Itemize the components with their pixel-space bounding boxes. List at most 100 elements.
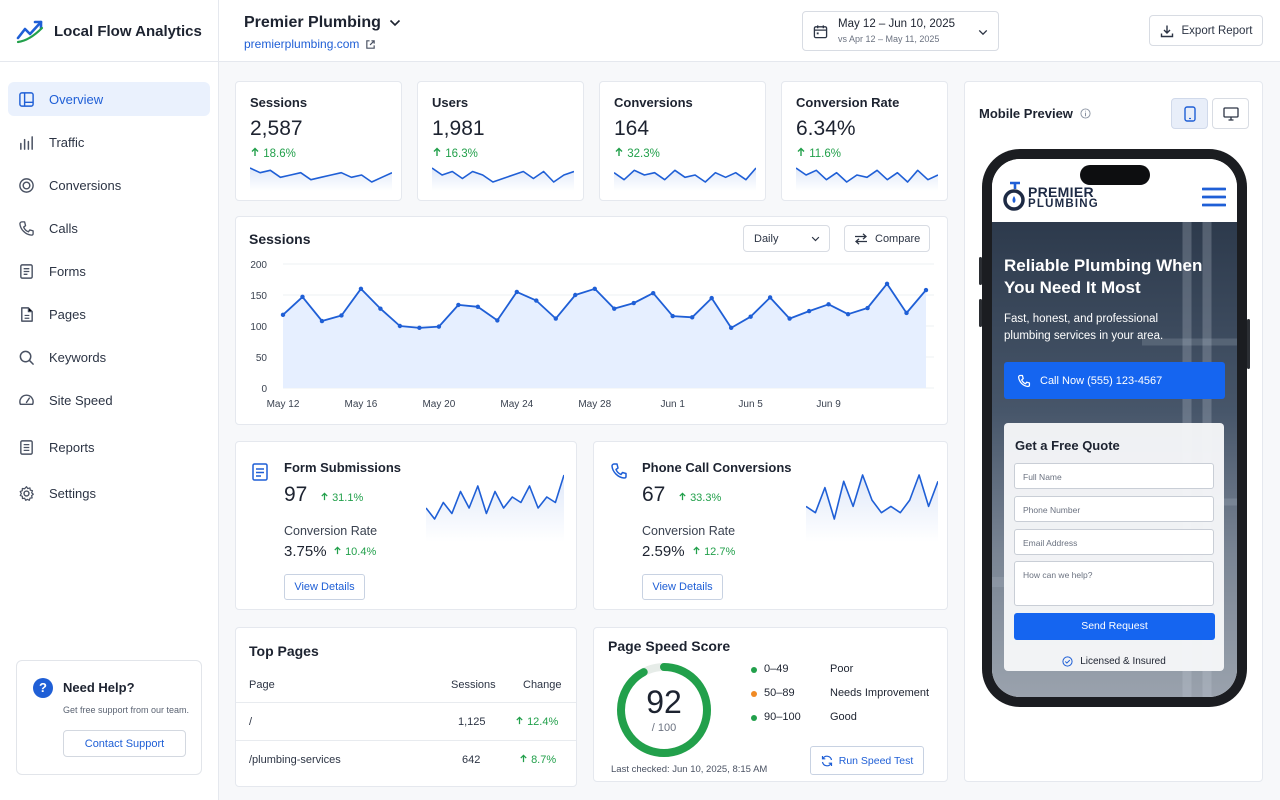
change-value: 12.7%	[704, 546, 736, 558]
sidebar-nav: Overview Traffic Conversions Calls Forms…	[8, 82, 210, 510]
phone-icon	[1017, 374, 1031, 387]
data-point[interactable]	[300, 294, 305, 300]
data-point[interactable]	[651, 290, 656, 296]
run-speed-test-button[interactable]: Run Speed Test	[810, 746, 924, 775]
data-point[interactable]	[397, 323, 403, 329]
data-point[interactable]	[358, 286, 364, 291]
export-report-button[interactable]: Export Report	[1149, 15, 1263, 46]
data-point[interactable]	[689, 315, 695, 320]
sidebar-item-traffic[interactable]: Traffic	[8, 125, 210, 159]
site-call-now-button[interactable]: Call Now (555) 123-4567	[1004, 362, 1225, 399]
sidebar-item-settings[interactable]: Settings	[8, 476, 210, 510]
kpi-value: 164	[614, 117, 650, 140]
sidebar-item-pages[interactable]: Pages	[8, 297, 210, 331]
sparkline-area	[426, 475, 564, 542]
form-view-details-button[interactable]: View Details	[284, 574, 365, 600]
data-point[interactable]	[339, 313, 344, 318]
top-pages-title: Top Pages	[249, 643, 319, 659]
compare-button[interactable]: Compare	[844, 225, 930, 252]
data-point[interactable]	[495, 318, 500, 323]
data-point[interactable]	[865, 305, 870, 311]
quote-email-input[interactable]: Email Address	[1014, 529, 1214, 555]
speed-score-max: / 100	[651, 722, 677, 734]
data-point[interactable]	[728, 325, 734, 331]
sparkline-area	[806, 475, 938, 542]
data-point[interactable]	[923, 287, 929, 293]
sidebar-item-label: Conversions	[49, 177, 122, 193]
site-logo-line2: PLUMBING	[1028, 198, 1099, 210]
sidebar-item-label: Overview	[49, 91, 104, 107]
interval-select[interactable]: Daily	[743, 225, 830, 252]
data-point[interactable]	[845, 312, 851, 317]
legend-dot	[751, 667, 757, 673]
data-point[interactable]	[417, 325, 422, 331]
sidebar-item-forms[interactable]: Forms	[8, 254, 210, 288]
download-icon	[1160, 25, 1173, 37]
calls-view-details-button[interactable]: View Details	[642, 574, 723, 600]
contact-support-button[interactable]: Contact Support	[63, 730, 186, 757]
mobile-view-toggle[interactable]	[1171, 98, 1208, 129]
sidebar-item-overview[interactable]: Overview	[8, 82, 210, 116]
x-tick-label: May 28	[578, 399, 611, 410]
data-point[interactable]	[631, 300, 636, 306]
phone-power-button	[1247, 319, 1250, 369]
x-tick-label: May 12	[267, 399, 300, 410]
kpi-card-conversions: Conversions 164 32.3%	[599, 81, 766, 201]
data-point[interactable]	[514, 289, 520, 295]
data-point[interactable]	[378, 306, 383, 311]
date-range-picker[interactable]: May 12 – Jun 10, 2025 vs Apr 12 – May 11…	[802, 11, 999, 51]
arrow-up-icon	[433, 147, 441, 156]
data-point[interactable]	[670, 313, 675, 319]
data-point[interactable]	[709, 295, 714, 301]
page-change: 8.7%	[519, 754, 556, 766]
sidebar-item-calls[interactable]: Calls	[8, 211, 210, 245]
data-point[interactable]	[319, 318, 325, 324]
kpi-sparkline	[432, 167, 574, 191]
data-point[interactable]	[787, 316, 792, 321]
data-point[interactable]	[806, 308, 812, 314]
data-point[interactable]	[436, 324, 442, 329]
sidebar-item-site-speed[interactable]: Site Speed	[8, 383, 210, 417]
data-point[interactable]	[475, 304, 481, 309]
data-point[interactable]	[884, 281, 890, 287]
data-point[interactable]	[553, 316, 558, 321]
data-point[interactable]	[826, 302, 831, 307]
export-report-label: Export Report	[1181, 24, 1253, 37]
arrow-up-icon	[251, 147, 259, 156]
quote-message-input[interactable]: How can we help?	[1014, 561, 1214, 606]
data-point[interactable]	[767, 295, 773, 300]
legend-dot	[751, 691, 757, 697]
data-point[interactable]	[904, 310, 909, 316]
speed-legend: 0–49 Poor 50–89 Needs Improvement 90–100…	[751, 663, 941, 735]
sidebar-item-reports[interactable]: Reports	[8, 430, 210, 464]
business-url: premierplumbing.com	[244, 37, 360, 51]
app-logo[interactable]: Local Flow Analytics	[16, 18, 202, 44]
phone-side-button	[979, 257, 982, 285]
data-point[interactable]	[534, 298, 539, 303]
business-url-link[interactable]: premierplumbing.com	[244, 37, 376, 51]
data-point[interactable]	[592, 286, 597, 291]
x-tick-label: Jun 1	[660, 399, 685, 410]
page-path: /plumbing-services	[249, 754, 341, 766]
desktop-view-toggle[interactable]	[1212, 98, 1249, 129]
quote-send-button[interactable]: Send Request	[1014, 613, 1215, 640]
info-icon	[1080, 108, 1091, 119]
data-point[interactable]	[573, 292, 578, 298]
quote-full-name-input[interactable]: Full Name	[1014, 463, 1214, 489]
compare-label: Compare	[875, 232, 921, 245]
sidebar-divider	[0, 61, 218, 62]
sidebar-item-keywords[interactable]: Keywords	[8, 340, 210, 374]
data-point[interactable]	[456, 302, 461, 308]
data-point[interactable]	[612, 306, 617, 311]
kpi-value: 2,587	[250, 117, 303, 140]
table-row[interactable]: / 1,125 12.4%	[236, 702, 576, 740]
sidebar-item-conversions[interactable]: Conversions	[8, 168, 210, 202]
table-row[interactable]: /plumbing-services 642 8.7%	[236, 740, 576, 778]
hamburger-menu-icon[interactable]	[1202, 187, 1226, 207]
business-selector[interactable]: Premier Plumbing	[244, 14, 401, 32]
kpi-change: 16.3%	[432, 147, 478, 160]
data-point[interactable]	[280, 312, 286, 318]
data-point[interactable]	[748, 314, 753, 319]
quote-phone-input[interactable]: Phone Number	[1014, 496, 1214, 522]
form-submissions-title: Form Submissions	[284, 460, 402, 475]
